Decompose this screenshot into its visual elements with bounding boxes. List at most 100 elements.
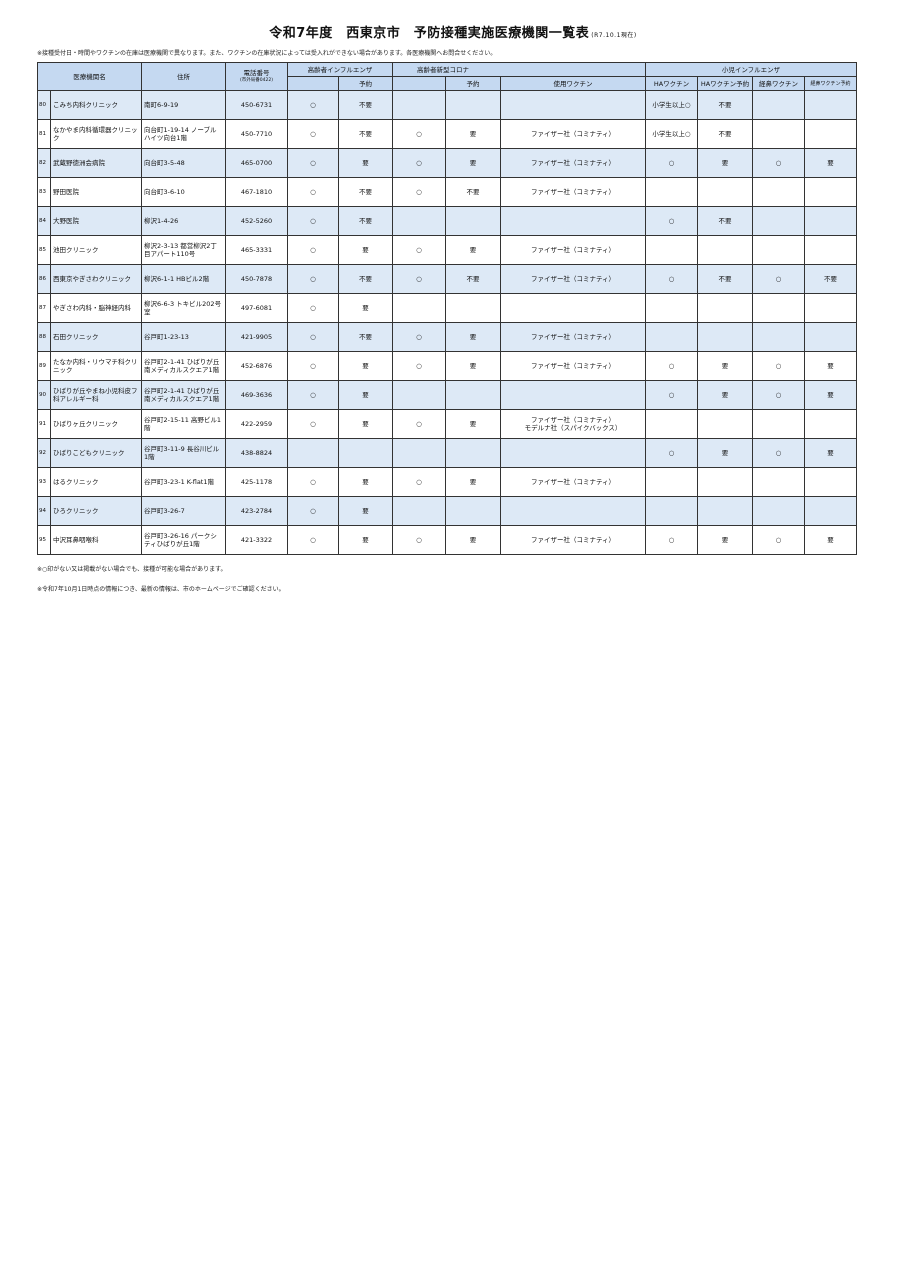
row-number: 86	[37, 264, 51, 294]
nasal-reservation-text: 要	[827, 536, 834, 544]
flu-elderly-available: ○	[287, 525, 339, 555]
clinic-name-text: 大野医院	[53, 217, 79, 225]
address: 谷戸町3-11-9 長谷川ビル1階	[141, 438, 226, 468]
address: 向台町3-5-48	[141, 148, 226, 178]
clinic-name: なかやま内科循環器クリニック	[50, 119, 142, 149]
phone: 421-9905	[225, 322, 288, 352]
nasal-reservation	[804, 235, 858, 265]
covid-vaccine-2-text: モデルナ社（スパイクバックス）	[524, 424, 622, 432]
ha-reservation-text: 要	[721, 362, 729, 370]
covid-available: ○	[392, 322, 446, 352]
address: 谷戸町3-26-16 パークシティひばりが丘1階	[141, 525, 226, 555]
flu-elderly-available	[287, 438, 339, 468]
nasal-vaccine	[752, 467, 806, 497]
nasal-vaccine-text: ○	[775, 362, 782, 370]
row-number-text: 94	[39, 508, 46, 514]
covid-vaccine: ファイザー社（コミナティ）	[499, 322, 647, 352]
ha-vaccine-text: ○	[668, 449, 675, 457]
page-title: 令和7年度 西東京市 予防接種実施医療機関一覧表 (R7.10.1現在)	[0, 22, 906, 41]
nasal-vaccine: ○	[752, 148, 806, 178]
nasal-reservation: 要	[804, 525, 858, 555]
phone: 450-7710	[225, 119, 288, 149]
row-number: 80	[37, 90, 51, 120]
clinic-name: ひばりが丘やまね小児科皮フ科アレルギー科	[50, 380, 142, 410]
ha-reservation: 不要	[697, 119, 754, 149]
table-row: 83 野田医院 向台町3-6-10 467-1810 ○ 不要 ○ 不要 ファイザー社（コミナテ…	[37, 177, 858, 207]
phone: 465-0700	[225, 148, 288, 178]
table-row: 95 中沢耳鼻咽喉科 谷戸町3-26-16 パークシティひばりが丘1階 421-332…	[37, 525, 858, 555]
flu-elderly-reservation: 不要	[338, 206, 393, 236]
ha-vaccine-text: ○	[668, 391, 675, 399]
header-covid-reserve: 予約	[445, 76, 501, 91]
address-text: 谷戸町3-26-16 パークシティひばりが丘1階	[144, 532, 217, 548]
covid-reservation: 要	[445, 322, 501, 352]
ha-vaccine: ○	[645, 206, 699, 236]
row-number-text: 85	[39, 247, 46, 253]
covid-available-text: ○	[416, 275, 422, 283]
covid-available: ○	[392, 235, 446, 265]
covid-available-text: ○	[416, 333, 422, 341]
covid-vaccine-text: ファイザー社（コミナティ）	[530, 478, 616, 486]
ha-reservation: 要	[697, 148, 754, 178]
covid-available: ○	[392, 525, 446, 555]
ha-reservation-text: 要	[721, 159, 729, 167]
covid-reservation: 要	[445, 409, 501, 439]
table-row: 92 ひばりこどもクリニック 谷戸町3-11-9 長谷川ビル1階 438-8824 ○ 要…	[37, 438, 858, 468]
covid-available-text: ○	[416, 159, 422, 167]
phone: 421-3322	[225, 525, 288, 555]
covid-vaccine	[499, 438, 647, 468]
address-text: 谷戸町2-1-41 ひばりが丘南メディカルスクエア1階	[144, 387, 220, 403]
clinic-name: たなか内科・リウマチ科クリニック	[50, 351, 142, 381]
flu-elderly-available-text: ○	[310, 333, 316, 341]
covid-available: ○	[392, 148, 446, 178]
nasal-vaccine-text: ○	[775, 536, 782, 544]
covid-available	[392, 293, 446, 323]
ha-reservation-text: 要	[721, 391, 729, 399]
nasal-vaccine	[752, 119, 806, 149]
ha-reservation-text: 不要	[718, 130, 732, 138]
phone: 450-7878	[225, 264, 288, 294]
nasal-reservation-text: 要	[827, 362, 834, 370]
ha-vaccine-text: 小学生以上○	[652, 101, 691, 109]
nasal-reservation	[804, 206, 858, 236]
ha-reservation	[697, 467, 754, 497]
ha-reservation: 不要	[697, 206, 754, 236]
phone-text: 452-6876	[240, 362, 273, 370]
flu-elderly-reservation-text: 要	[362, 159, 369, 167]
covid-vaccine: ファイザー社（コミナティ）	[499, 264, 647, 294]
row-number: 93	[37, 467, 51, 497]
clinic-name: こみち内科クリニック	[50, 90, 142, 120]
phone-text: 467-1810	[240, 188, 273, 196]
phone: 469-3636	[225, 380, 288, 410]
nasal-vaccine	[752, 496, 806, 526]
clinic-name: 石田クリニック	[50, 322, 142, 352]
address-text: 谷戸町2-1-41 ひばりが丘南メディカルスクエア1階	[144, 358, 220, 374]
row-number: 85	[37, 235, 51, 265]
flu-elderly-available: ○	[287, 148, 339, 178]
header-ha: HAワクチン	[645, 76, 699, 91]
covid-reservation: 不要	[445, 264, 501, 294]
header-flu-elderly: 高齢者インフルエンザ	[287, 62, 393, 77]
clinic-name: 武蔵野徳洲会病院	[50, 148, 142, 178]
phone-text: 450-6731	[240, 101, 273, 109]
address: 谷戸町3-23-1 K-flat1階	[141, 467, 226, 497]
table-row: 86 西東京やぎさわクリニック 柳沢6-1-1 HBビル2階 450-7878 ○ 不要 ○…	[37, 264, 858, 294]
covid-available-text: ○	[416, 246, 422, 254]
ha-vaccine-text: ○	[668, 275, 675, 283]
flu-elderly-reservation-text: 不要	[359, 101, 372, 109]
ha-vaccine: 小学生以上○	[645, 90, 699, 120]
header-name: 医療機関名	[37, 62, 142, 91]
header-address: 住所	[141, 62, 226, 91]
covid-available-text: ○	[416, 536, 422, 544]
phone: 423-2784	[225, 496, 288, 526]
covid-available: ○	[392, 119, 446, 149]
ha-vaccine-text: ○	[668, 217, 675, 225]
table-row: 82 武蔵野徳洲会病院 向台町3-5-48 465-0700 ○ 要 ○ 要 ファイザー社（コミ…	[37, 148, 858, 178]
flu-elderly-reservation: 不要	[338, 177, 393, 207]
covid-vaccine: ファイザー社（コミナティ）	[499, 525, 647, 555]
address: 柳沢2-3-13 都営柳沢2丁目アパート110号	[141, 235, 226, 265]
nasal-reservation: 要	[804, 380, 858, 410]
ha-reservation	[697, 322, 754, 352]
phone-text: 423-2784	[240, 507, 273, 515]
clinic-name: ひばりヶ丘クリニック	[50, 409, 142, 439]
